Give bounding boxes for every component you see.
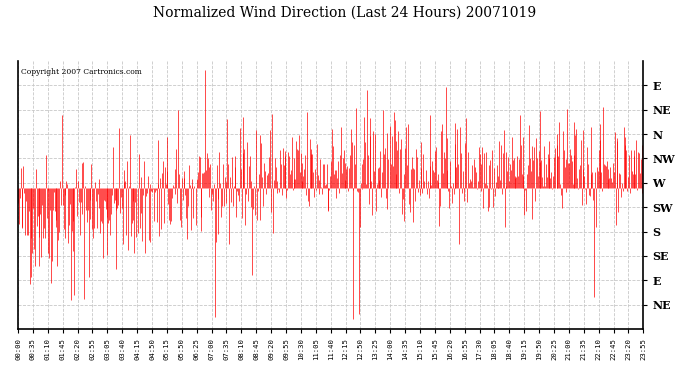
Text: Copyright 2007 Cartronics.com: Copyright 2007 Cartronics.com — [21, 68, 142, 76]
Text: Normalized Wind Direction (Last 24 Hours) 20071019: Normalized Wind Direction (Last 24 Hours… — [153, 6, 537, 20]
